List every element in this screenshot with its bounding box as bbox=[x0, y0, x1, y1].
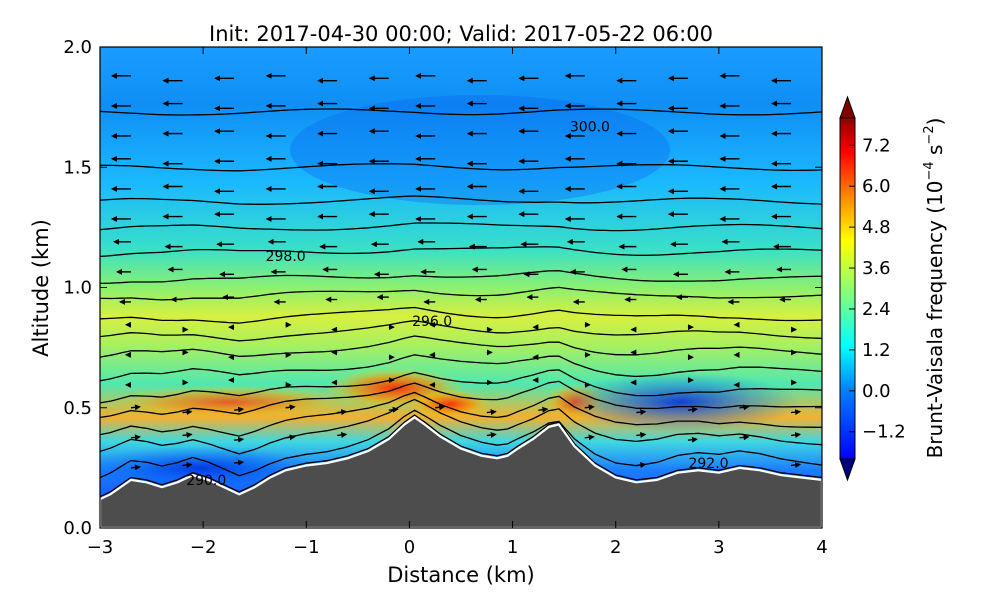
colorbar-label-exp: −4 bbox=[922, 161, 937, 180]
wind-vector bbox=[486, 409, 497, 416]
isentrope-line bbox=[100, 335, 822, 358]
wind-vector bbox=[739, 404, 750, 411]
wind-vector bbox=[234, 406, 245, 413]
isentrope-label: 296.0 bbox=[412, 314, 452, 330]
chart-title: Init: 2017-04-30 00:00; Valid: 2017-05-2… bbox=[209, 22, 713, 46]
wind-vector bbox=[486, 431, 497, 438]
high-stability-lee bbox=[410, 390, 490, 418]
isentrope-line bbox=[100, 163, 822, 172]
low-stability-pocket bbox=[560, 372, 800, 432]
x-tick-label: −1 bbox=[293, 537, 320, 558]
wind-vector bbox=[285, 434, 296, 441]
wind-vector bbox=[285, 404, 296, 411]
wind-vector bbox=[584, 434, 595, 441]
isentrope-line bbox=[100, 306, 822, 324]
y-tick-label: 1.5 bbox=[63, 157, 92, 178]
y-tick-label: 2.0 bbox=[63, 37, 92, 58]
wind-vector bbox=[739, 434, 750, 441]
isentrope-line bbox=[100, 391, 822, 437]
wind-vectors bbox=[110, 72, 802, 471]
wind-vector bbox=[435, 404, 446, 411]
isentrope-label: 300.0 bbox=[570, 119, 610, 135]
colorbar-tick-label: 2.4 bbox=[862, 299, 891, 320]
colorbar-tick-label: −1.2 bbox=[862, 422, 906, 443]
wind-vector bbox=[234, 436, 245, 443]
isentrope-label: 290.0 bbox=[186, 473, 226, 489]
y-tick-label: 1.0 bbox=[63, 278, 92, 299]
x-tick-label: 1 bbox=[507, 537, 518, 558]
isentrope-line bbox=[100, 369, 822, 404]
isentrope-line bbox=[100, 414, 822, 498]
wind-vector bbox=[636, 409, 647, 416]
wind-vector bbox=[182, 431, 193, 438]
isentrope-line bbox=[100, 380, 822, 419]
isentrope-label: 298.0 bbox=[266, 249, 306, 265]
terrain bbox=[100, 416, 822, 528]
isentrope-line bbox=[100, 398, 822, 455]
wind-vector bbox=[337, 431, 348, 438]
colorbar-ticks: −1.2 0.0 1.2 2.4 3.6 4.8 6.0 7.2 bbox=[849, 135, 906, 443]
x-axis-label: Distance (km) bbox=[387, 563, 535, 587]
wind-vector bbox=[182, 409, 193, 416]
isentrope-line bbox=[100, 270, 822, 285]
wind-vector bbox=[584, 404, 595, 411]
wind-vector bbox=[687, 436, 698, 443]
y-axis-label: Altitude (km) bbox=[29, 219, 53, 357]
wind-vector bbox=[636, 431, 647, 438]
plot-area: 300.0 298.0 296.0 292.0 290.0 bbox=[100, 47, 822, 528]
isentrope-line bbox=[100, 108, 822, 116]
low-stability-aloft bbox=[290, 95, 670, 205]
colorbar-tick-label: 0.0 bbox=[862, 381, 891, 402]
wind-vector bbox=[130, 464, 141, 471]
colorbar-tick-label: 3.6 bbox=[862, 258, 891, 279]
isentrope-line bbox=[100, 246, 822, 258]
x-tick-label: −3 bbox=[87, 537, 114, 558]
isentrope-line bbox=[100, 409, 822, 479]
y-tick-label: 0.0 bbox=[63, 518, 92, 539]
y-tick-label: 0.5 bbox=[63, 398, 92, 419]
isentrope-line bbox=[100, 354, 822, 382]
colorbar-label-mid: s bbox=[923, 145, 947, 162]
isentrope-lines bbox=[100, 108, 822, 498]
isentrope-labels: 300.0 298.0 296.0 292.0 290.0 bbox=[186, 119, 728, 489]
x-axis: −3 −2 −1 0 1 2 3 4 bbox=[87, 47, 828, 558]
isentrope-line bbox=[100, 195, 822, 205]
wind-vector bbox=[337, 409, 348, 416]
colorbar-extend-top bbox=[839, 95, 856, 119]
colorbar-tick-label: 1.2 bbox=[862, 340, 891, 361]
x-tick-label: 3 bbox=[713, 537, 724, 558]
wind-vector bbox=[182, 462, 193, 469]
wind-vector bbox=[234, 459, 245, 466]
x-tick-label: 0 bbox=[404, 537, 415, 558]
wind-vector bbox=[687, 406, 698, 413]
wind-vector bbox=[130, 404, 141, 411]
wind-vector bbox=[538, 406, 549, 413]
colorbar-tick-label: 7.2 bbox=[862, 135, 891, 156]
wind-vector bbox=[790, 431, 802, 438]
wind-vector bbox=[388, 406, 399, 413]
wind-vector bbox=[636, 462, 647, 469]
isentrope-line bbox=[100, 320, 822, 342]
x-tick-label: −2 bbox=[190, 537, 217, 558]
colorbar-tick-label: 6.0 bbox=[862, 176, 891, 197]
colorbar-label-end: ) bbox=[923, 118, 947, 126]
colorbar-label-main: Brunt-Vaisala frequency (10 bbox=[923, 181, 947, 459]
colorbar-tick-label: 4.8 bbox=[862, 217, 891, 238]
x-tick-label: 2 bbox=[610, 537, 621, 558]
wind-vector bbox=[790, 462, 802, 469]
isentrope-label: 292.0 bbox=[688, 456, 728, 472]
colorbar-gradient bbox=[839, 117, 856, 460]
wind-vector bbox=[130, 434, 141, 441]
wind-vector bbox=[790, 409, 802, 416]
colorbar-label-exp2: −2 bbox=[922, 125, 937, 144]
colorbar: −1.2 0.0 1.2 2.4 3.6 4.8 6.0 7.2 Brunt-Vaisala … bbox=[839, 95, 947, 482]
isentrope-line bbox=[100, 286, 822, 301]
isentrope-line bbox=[100, 222, 822, 232]
y-axis: 0.0 0.5 1.0 1.5 2.0 bbox=[63, 37, 822, 539]
x-tick-label: 4 bbox=[816, 537, 827, 558]
colorbar-extend-bottom bbox=[839, 458, 856, 482]
colorbar-label: Brunt-Vaisala frequency (10−4 s−2) bbox=[922, 118, 947, 459]
